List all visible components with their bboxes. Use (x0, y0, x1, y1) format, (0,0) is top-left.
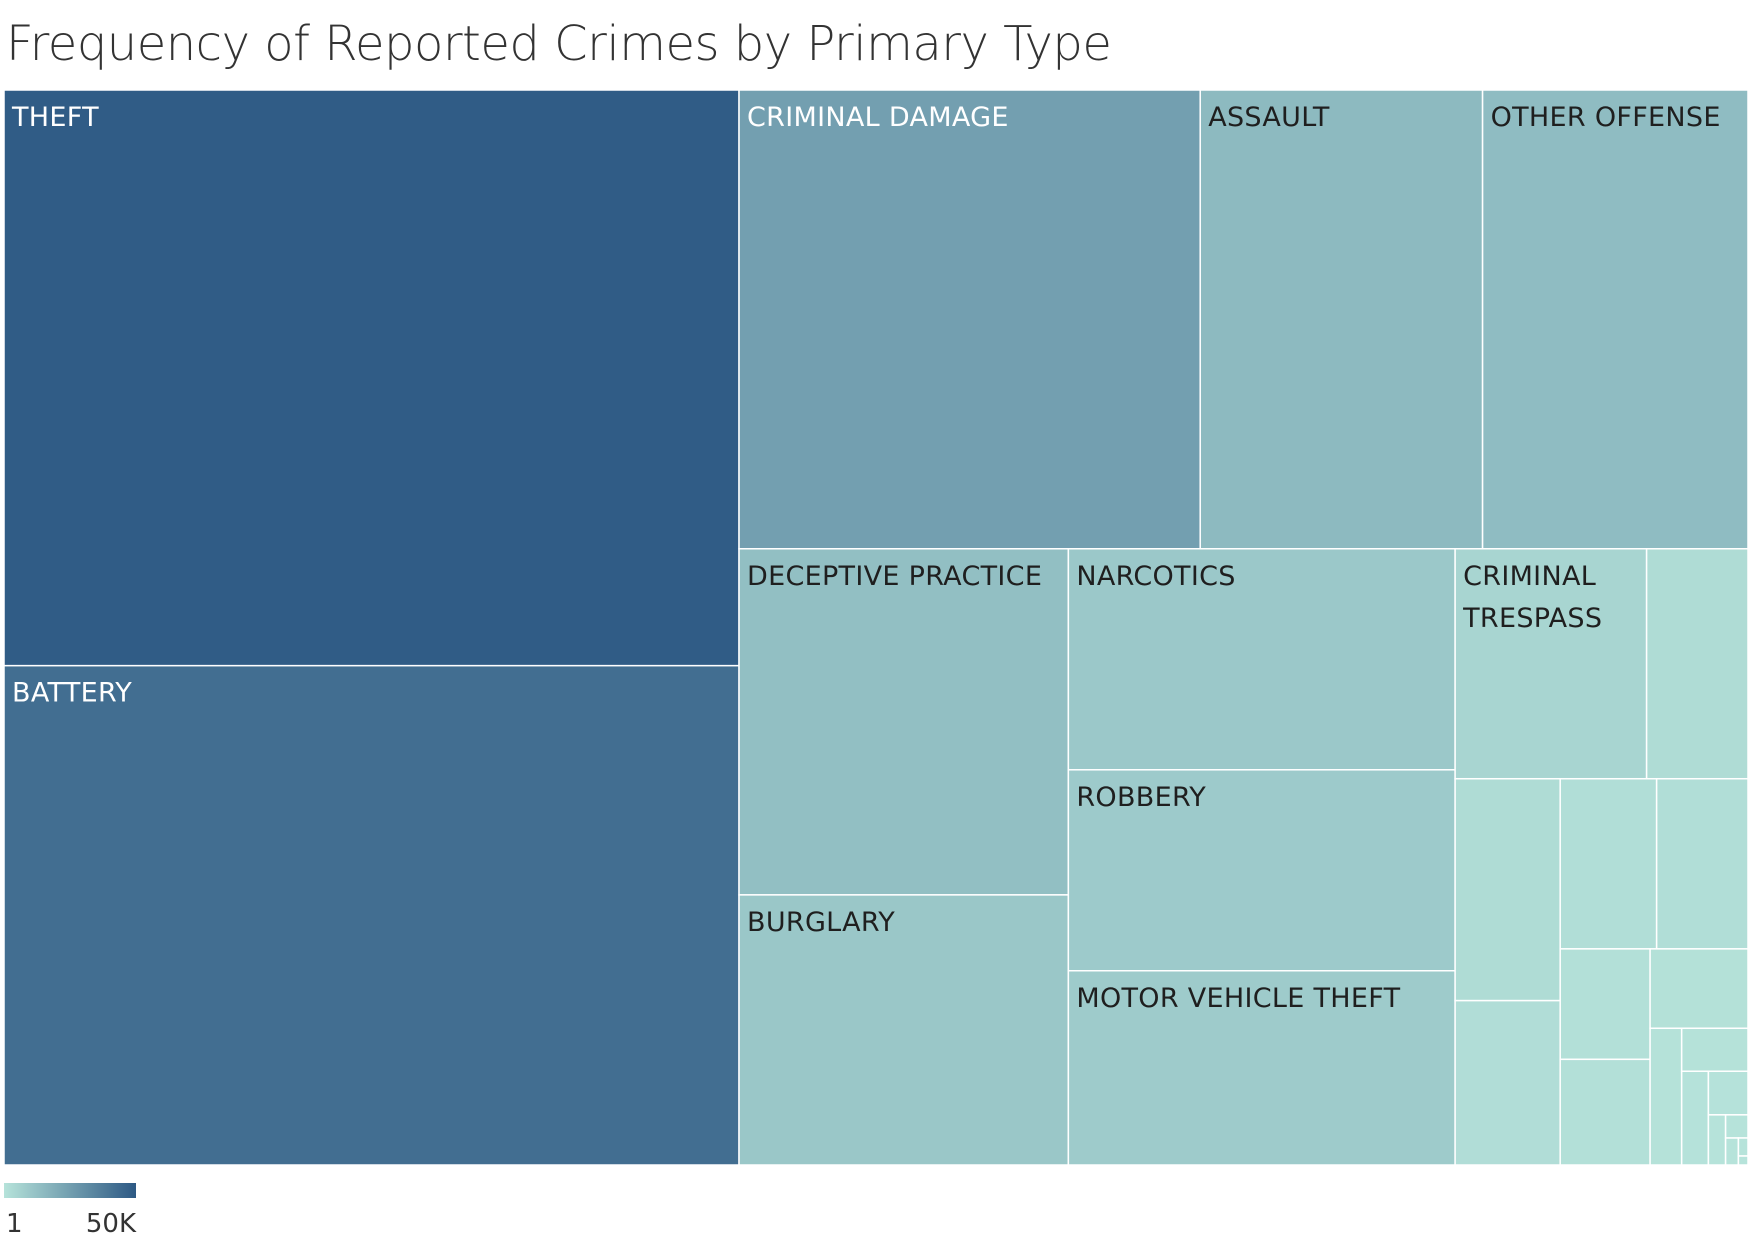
treemap-cell-unlabeled-7[interactable] (1559, 1058, 1651, 1166)
treemap-rect-battery[interactable] (3, 664, 740, 1166)
color-legend-bar (4, 1183, 136, 1198)
color-legend-min-label: 1 (6, 1209, 23, 1239)
treemap-rect-narcotics[interactable] (1067, 548, 1456, 771)
treemap-cell-unlabeled-11[interactable] (1680, 1070, 1710, 1166)
treemap-cell-unlabeled-8[interactable] (1649, 948, 1749, 1030)
treemap-cell-unlabeled-9[interactable] (1649, 1027, 1683, 1166)
treemap-label-battery: BATTERY (12, 678, 132, 709)
treemap-label-other-offense: OTHER OFFENSE (1491, 102, 1721, 133)
treemap-cell-unlabeled-2[interactable] (1454, 777, 1561, 1002)
treemap-label-burglary: BURGLARY (747, 907, 895, 938)
treemap-cell-narcotics[interactable]: NARCOTICS (1067, 548, 1456, 771)
treemap-cell-unlabeled-12[interactable] (1707, 1070, 1749, 1116)
treemap-cell-criminal-damage[interactable]: CRIMINAL DAMAGE (738, 89, 1201, 550)
treemap-label-robbery: ROBBERY (1076, 782, 1206, 813)
treemap-rect-unlabeled-5[interactable] (1655, 777, 1749, 950)
treemap-rect-unlabeled-12[interactable] (1707, 1070, 1749, 1116)
treemap-rect-unlabeled-17[interactable] (1737, 1155, 1749, 1166)
treemap-rect-unlabeled-9[interactable] (1649, 1027, 1683, 1166)
treemap-rect-unlabeled-3[interactable] (1454, 999, 1561, 1166)
treemap-cell-unlabeled-13[interactable] (1707, 1114, 1727, 1166)
treemap-cell-theft[interactable]: THEFT (3, 89, 740, 667)
treemap-rect-unlabeled-10[interactable] (1680, 1027, 1749, 1072)
treemap-cell-assault[interactable]: ASSAULT (1199, 89, 1484, 550)
treemap-cell-motor-vehicle-theft[interactable]: MOTOR VEHICLE THEFT (1067, 970, 1456, 1166)
treemap-rect-motor-vehicle-theft[interactable] (1067, 970, 1456, 1166)
treemap-cell-unlabeled-16[interactable] (1737, 1137, 1749, 1157)
treemap-rect-unlabeled-11[interactable] (1680, 1070, 1710, 1166)
treemap-cell-robbery[interactable]: ROBBERY (1067, 769, 1456, 972)
treemap-rect-unlabeled-15[interactable] (1724, 1137, 1740, 1166)
treemap-rect-unlabeled-7[interactable] (1559, 1058, 1651, 1166)
treemap-label-criminal-trespass: CRIMINAL (1463, 561, 1596, 592)
treemap-cell-unlabeled-5[interactable] (1655, 777, 1749, 950)
color-legend-max-label: 50K (86, 1209, 137, 1239)
treemap-label-assault: ASSAULT (1208, 102, 1330, 133)
chart-title: Frequency of Reported Crimes by Primary … (6, 16, 1112, 72)
treemap-rect-assault[interactable] (1199, 89, 1484, 550)
treemap-cell-unlabeled-15[interactable] (1724, 1137, 1740, 1166)
treemap-rect-robbery[interactable] (1067, 769, 1456, 972)
treemap-label-criminal-damage: CRIMINAL DAMAGE (747, 102, 1009, 133)
treemap-label-motor-vehicle-theft: MOTOR VEHICLE THEFT (1076, 983, 1400, 1014)
treemap-cell-deceptive-practice[interactable]: DECEPTIVE PRACTICE (738, 548, 1070, 896)
treemap-rect-unlabeled-6[interactable] (1559, 948, 1651, 1061)
treemap-cell-unlabeled-10[interactable] (1680, 1027, 1749, 1072)
treemap-rect-criminal-damage[interactable] (738, 89, 1201, 550)
treemap-cell-unlabeled-17[interactable] (1737, 1155, 1749, 1166)
treemap-cell-unlabeled-14[interactable] (1724, 1114, 1749, 1139)
treemap-rect-unlabeled-2[interactable] (1454, 777, 1561, 1002)
treemap-cell-battery[interactable]: BATTERY (3, 664, 740, 1166)
treemap-rect-unlabeled-14[interactable] (1724, 1114, 1749, 1139)
treemap-rect-unlabeled-16[interactable] (1737, 1137, 1749, 1157)
treemap-rect-burglary[interactable] (738, 894, 1070, 1166)
color-legend: 1 50K (4, 1183, 137, 1239)
treemap-cell-other-offense[interactable]: OTHER OFFENSE (1481, 89, 1749, 550)
treemap-cell-criminal-trespass[interactable]: CRIMINAL TRESPASS (1454, 548, 1648, 780)
treemap-label-criminal-trespass: TRESPASS (1462, 603, 1602, 634)
treemap-label-deceptive-practice: DECEPTIVE PRACTICE (747, 561, 1042, 592)
treemap-rect-unlabeled-13[interactable] (1707, 1114, 1727, 1166)
treemap-rect-unlabeled-4[interactable] (1559, 777, 1658, 950)
treemap-cell-burglary[interactable]: BURGLARY (738, 894, 1070, 1166)
treemap-cell-unlabeled-4[interactable] (1559, 777, 1658, 950)
treemap-cell-unlabeled-1[interactable] (1645, 548, 1749, 780)
treemap-rect-unlabeled-1[interactable] (1645, 548, 1749, 780)
treemap-rect-theft[interactable] (3, 89, 740, 667)
treemap-cell-unlabeled-6[interactable] (1559, 948, 1651, 1061)
treemap-label-theft: THEFT (11, 102, 99, 133)
treemap-rect-other-offense[interactable] (1481, 89, 1749, 550)
treemap-rect-unlabeled-8[interactable] (1649, 948, 1749, 1030)
treemap-cell-unlabeled-3[interactable] (1454, 999, 1561, 1166)
treemap-rect-deceptive-practice[interactable] (738, 548, 1070, 896)
treemap-label-narcotics: NARCOTICS (1076, 561, 1235, 592)
